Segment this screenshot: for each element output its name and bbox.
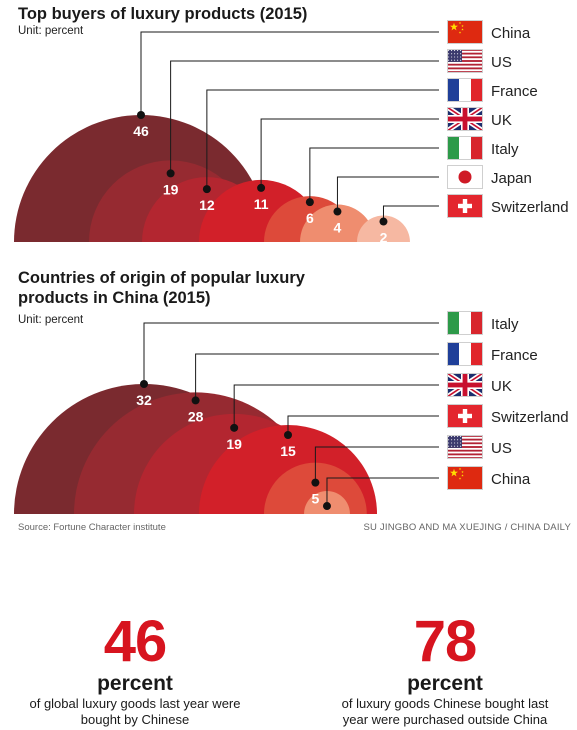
chart1-leader-china (140, 31, 439, 115)
chart2-value-france: 28 (188, 408, 204, 424)
chart2-leader-us (314, 446, 439, 483)
chart2-svg: 32Italy28France19UK15Switzerland5US1Chin… (14, 311, 569, 514)
chart1-leader-italy (309, 147, 439, 203)
chart1-leader-switzerland (382, 205, 439, 222)
stat-right-value: 78 (413, 609, 478, 674)
chart1-marker-france (202, 185, 211, 194)
china-flag-icon (447, 20, 483, 44)
chart2-country-italy: Italy (491, 316, 519, 333)
chart1-value-china: 46 (133, 123, 149, 139)
chart1-value-switzerland: 2 (380, 230, 388, 246)
chart2-marker-switzerland (284, 430, 293, 439)
stat-left-line2: bought by Chinese (80, 712, 190, 727)
chart2-marker-france (191, 396, 200, 405)
stat-right-unit: percent (407, 672, 483, 695)
stat-left-line1: of global luxury goods last year were (29, 696, 241, 711)
chart2-value-switzerland: 15 (280, 443, 296, 459)
chart1-leader-france (206, 89, 439, 190)
chart2-marker-china (322, 502, 331, 511)
uk-flag-icon (447, 107, 483, 131)
chart1-country-france: France (491, 83, 538, 100)
stat-left: 46 percent of global luxury goods last y… (10, 612, 260, 728)
chart2-value-uk: 19 (226, 436, 242, 452)
chart1-value-uk: 11 (254, 196, 269, 212)
chart2-value-china: 1 (323, 514, 331, 530)
chart2-title-line1: Countries of origin of popular luxury (18, 269, 305, 287)
france-flag-icon (447, 342, 483, 366)
us-flag-icon (447, 49, 483, 73)
chart1-country-uk: UK (491, 112, 512, 129)
chart1-marker-japan (333, 207, 342, 216)
japan-flag-icon (447, 165, 483, 189)
chart1-marker-us (166, 169, 175, 178)
chart1-country-us: US (491, 54, 512, 71)
chart2-leader-italy (143, 322, 439, 384)
chart2-value-italy: 32 (136, 392, 152, 408)
france-flag-icon (447, 78, 483, 102)
chart2-marker-italy (140, 380, 148, 388)
chart2-country-switzerland: Switzerland (491, 409, 569, 426)
chart1-title: Top buyers of luxury products (2015) (18, 5, 308, 23)
chart1-bubble-japan (300, 204, 375, 242)
chart1-country-japan: Japan (491, 170, 532, 187)
chart2-country-france: France (491, 347, 538, 364)
chart1-svg: 46 China 19 US 12 France 11 UK 6 Italy 4 Japan 2 Swit… (14, 20, 569, 246)
chart1-country-china: China (491, 25, 531, 42)
chart2-title-line2: products in China (2015) (18, 289, 211, 307)
chart1-leader-uk (260, 118, 439, 188)
chart1-value-japan: 4 (334, 220, 342, 236)
chart2-country-china: China (491, 471, 531, 488)
stat-right: 78 percent of luxury goods Chinese bough… (320, 612, 570, 728)
chart1-value-france: 12 (199, 197, 215, 213)
uk-flag-icon (447, 373, 483, 397)
chart1-marker-uk (257, 183, 266, 192)
italy-flag-icon (447, 136, 483, 160)
chart2-unit: Unit: percent (18, 314, 84, 326)
chart2-leader-switzerland (287, 415, 439, 435)
chart2-marker-us (311, 478, 320, 487)
chart1-marker-italy (305, 198, 314, 207)
chart2-country-us: US (491, 440, 512, 457)
chart1-country-switzerland: Switzerland (491, 199, 569, 216)
chart2-country-uk: UK (491, 378, 512, 395)
stat-left-value: 46 (103, 609, 168, 674)
chart1-leader-japan (336, 176, 439, 212)
chart1-marker-china (137, 111, 145, 119)
us-flag-icon (447, 435, 483, 459)
switzerland-flag-icon (447, 404, 483, 428)
china-flag-icon (447, 466, 483, 490)
chart2-marker-uk (230, 423, 239, 432)
chart1-country-italy: Italy (491, 141, 519, 158)
chart2-leader-france (195, 353, 439, 401)
stat-right-line2: year were purchased outside China (342, 712, 548, 727)
chart1-unit: Unit: percent (18, 25, 84, 37)
chart1-value-us: 19 (163, 181, 179, 197)
stat-left-unit: percent (97, 672, 173, 695)
italy-flag-icon (447, 311, 483, 335)
chart2-value-us: 5 (311, 491, 319, 507)
credit-note: SU JINGBO AND MA XUEJING / CHINA DAILY (363, 522, 571, 533)
chart2-leader-china (326, 477, 439, 507)
chart1-value-italy: 6 (306, 210, 314, 226)
chart2-title: Countries of origin of popular luxury pr… (18, 268, 305, 308)
source-note: Source: Fortune Character institute (18, 522, 166, 533)
stat-right-line1: of luxury goods Chinese bought last (341, 696, 549, 711)
chart2-leader-uk (233, 384, 439, 428)
switzerland-flag-icon (447, 194, 483, 218)
chart1-bubble-switzerland (357, 215, 410, 242)
chart1-leader-us (170, 60, 439, 174)
chart1-marker-switzerland (379, 217, 388, 226)
